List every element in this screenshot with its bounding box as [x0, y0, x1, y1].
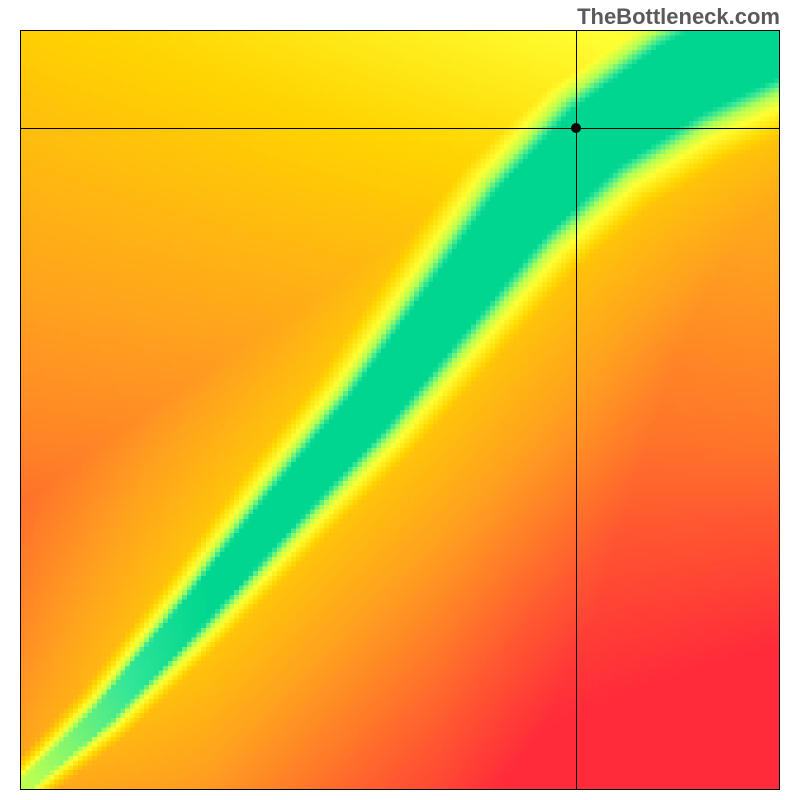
figure-container: TheBottleneck.com — [0, 0, 800, 800]
crosshair-horizontal — [21, 128, 779, 129]
plot-area — [20, 30, 780, 790]
watermark-text: TheBottleneck.com — [577, 4, 780, 30]
crosshair-vertical — [576, 31, 577, 789]
heatmap-canvas — [21, 31, 779, 789]
crosshair-marker — [571, 123, 581, 133]
